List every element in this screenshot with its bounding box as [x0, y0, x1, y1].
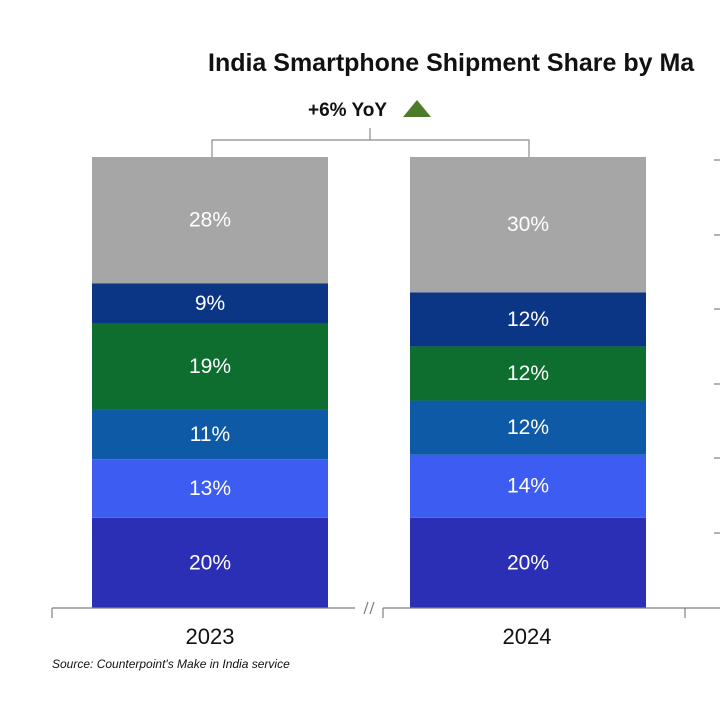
data-label-2023-1: 20% — [189, 551, 231, 574]
yoy-annotation: +6% YoY — [308, 100, 387, 121]
data-label-2024-5: 12% — [507, 308, 549, 331]
bar-segment-2024-6 — [410, 157, 646, 293]
bar-segment-2023-6 — [92, 157, 328, 284]
bar-segment-2024-3 — [410, 400, 646, 455]
yoy-bracket — [211, 128, 530, 157]
bar-segment-2024-5 — [410, 292, 646, 347]
data-label-2023-3: 11% — [190, 423, 230, 446]
data-label-2023-2: 13% — [189, 477, 231, 500]
data-label-2024-2: 14% — [507, 475, 549, 498]
axis-break-icon — [363, 601, 375, 615]
data-label-2024-4: 12% — [507, 362, 549, 385]
data-label-2023-5: 9% — [195, 292, 225, 315]
bar-segment-2024-2 — [410, 454, 646, 518]
bar-segment-2023-5 — [92, 283, 328, 324]
data-label-2024-6: 30% — [507, 213, 549, 236]
bar-segment-2023-4 — [92, 323, 328, 410]
bar-segment-2023-3 — [92, 409, 328, 460]
bar-segment-2023-2 — [92, 459, 328, 518]
data-label-2024-1: 20% — [507, 551, 549, 574]
data-label-2024-3: 12% — [507, 416, 549, 439]
up-triangle-icon — [403, 100, 431, 117]
chart-title: India Smartphone Shipment Share by Ma — [208, 49, 695, 77]
bar-segment-2023-1 — [92, 517, 328, 608]
category-label-2024: 2024 — [503, 624, 552, 649]
data-label-2023-4: 19% — [189, 355, 231, 378]
data-labels-group: 20% 13% 11% 19% 9% 28% 20% 14% 12% 12% 12% 30% — [189, 209, 549, 575]
category-label-2023: 2023 — [186, 624, 235, 649]
source-note: Source: Counterpoint's Make in India ser… — [52, 657, 290, 671]
bar-segment-2024-4 — [410, 346, 646, 401]
data-label-2023-6: 28% — [189, 209, 231, 232]
bars-group — [92, 157, 646, 608]
right-axis-ticks — [714, 159, 720, 534]
bar-segment-2024-1 — [410, 517, 646, 608]
